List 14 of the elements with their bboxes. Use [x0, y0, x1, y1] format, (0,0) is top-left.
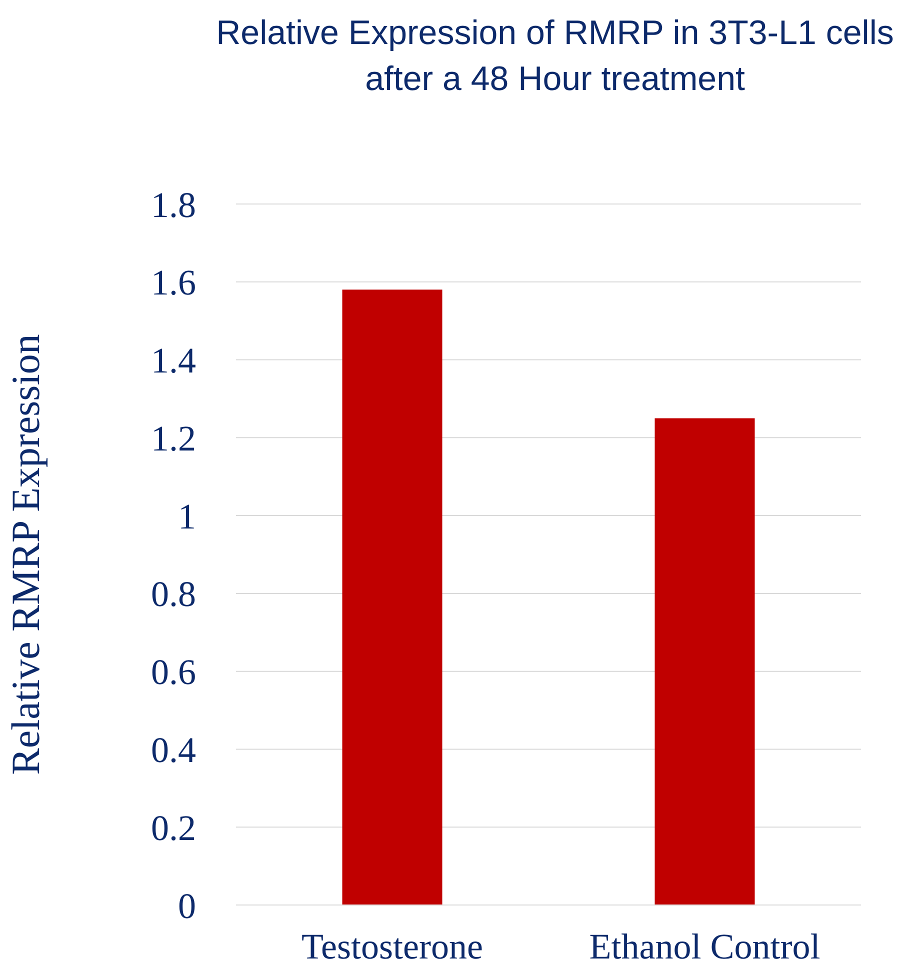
y-tick-label: 0.2	[151, 808, 196, 848]
y-tick-label: 0.6	[151, 652, 196, 692]
y-tick-label: 0.8	[151, 574, 196, 614]
x-tick-label: Ethanol Control	[589, 926, 820, 967]
x-tick-label: Testosterone	[302, 926, 483, 967]
y-tick-label: 1.2	[151, 418, 196, 458]
chart-title: Relative Expression of RMRP in 3T3-L1 cells after a 48 Hour treatment	[215, 13, 895, 100]
y-tick-label: 1.8	[151, 184, 196, 225]
y-tick-label: 1.4	[151, 340, 196, 381]
y-tick-label: 1.6	[151, 262, 196, 303]
y-axis-title: Relative RMRP Expression	[3, 334, 48, 775]
y-tick-label: 0.4	[151, 730, 196, 770]
y-tick-label: 1	[178, 496, 196, 536]
y-tick-label: 0	[178, 886, 196, 926]
